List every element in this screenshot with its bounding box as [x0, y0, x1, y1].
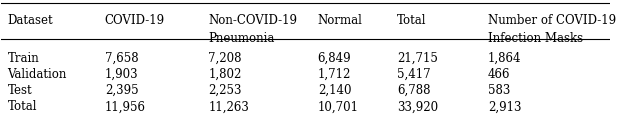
Text: 583: 583: [488, 83, 511, 96]
Text: Pneumonia: Pneumonia: [208, 31, 275, 44]
Text: 11,263: 11,263: [208, 100, 249, 112]
Text: 21,715: 21,715: [397, 51, 438, 64]
Text: Non-COVID-19: Non-COVID-19: [208, 13, 297, 26]
Text: 2,395: 2,395: [105, 83, 138, 96]
Text: 2,140: 2,140: [317, 83, 351, 96]
Text: 1,712: 1,712: [317, 67, 351, 80]
Text: Infection Masks: Infection Masks: [488, 31, 583, 44]
Text: Validation: Validation: [8, 67, 67, 80]
Text: 1,864: 1,864: [488, 51, 522, 64]
Text: Train: Train: [8, 51, 39, 64]
Text: 7,658: 7,658: [105, 51, 138, 64]
Text: 1,802: 1,802: [208, 67, 241, 80]
Text: Normal: Normal: [317, 13, 363, 26]
Text: 7,208: 7,208: [208, 51, 242, 64]
Text: 6,849: 6,849: [317, 51, 351, 64]
Text: 10,701: 10,701: [317, 100, 358, 112]
Text: 6,788: 6,788: [397, 83, 430, 96]
Text: Total: Total: [8, 100, 37, 112]
Text: 5,417: 5,417: [397, 67, 431, 80]
Text: 33,920: 33,920: [397, 100, 438, 112]
Text: 1,903: 1,903: [105, 67, 138, 80]
Text: Total: Total: [397, 13, 426, 26]
Text: COVID-19: COVID-19: [105, 13, 165, 26]
Text: 11,956: 11,956: [105, 100, 146, 112]
Text: Number of COVID-19: Number of COVID-19: [488, 13, 616, 26]
Text: Test: Test: [8, 83, 32, 96]
Text: 2,253: 2,253: [208, 83, 242, 96]
Text: Dataset: Dataset: [8, 13, 53, 26]
Text: 2,913: 2,913: [488, 100, 522, 112]
Text: 466: 466: [488, 67, 511, 80]
